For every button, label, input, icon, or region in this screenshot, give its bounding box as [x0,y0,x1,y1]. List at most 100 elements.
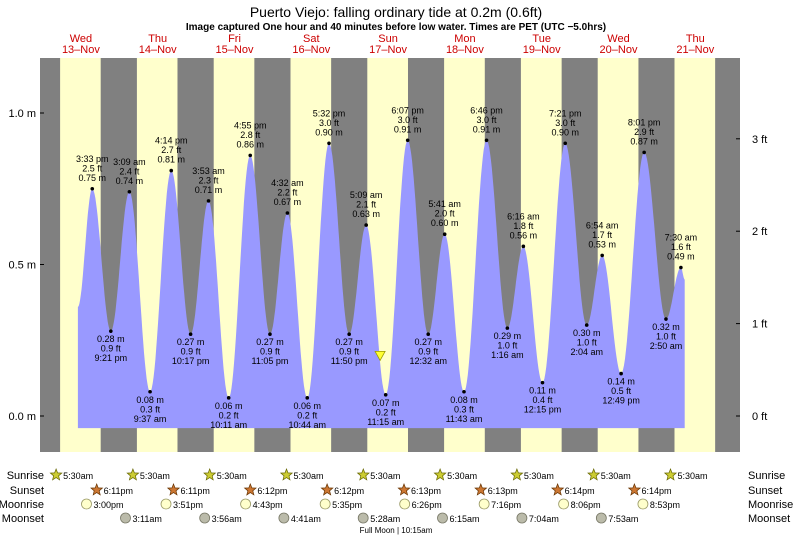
day-name: Wed [70,33,92,45]
right-axis-feet: 0 ft 1 ft 2 ft 3 ft [736,134,767,423]
low-tide-label: 0.2 ft [219,410,240,420]
right-axis-tick-label: 2 ft [752,226,767,238]
low-tide-label: 0.5 ft [611,386,632,396]
sunset-time: 6:11pm [104,486,133,496]
right-axis-tick-label: 0 ft [752,411,767,423]
high-tide-label: 7:30 am [665,233,698,243]
low-tide-label: 0.2 ft [376,407,397,417]
sun-star-icon [243,483,257,496]
high-tide-label: 0.90 m [315,127,343,137]
high-tide-point [248,153,253,158]
high-tide-label: 0.63 m [352,209,380,219]
high-tide-label: 3.0 ft [555,118,576,128]
low-tide-point [619,371,623,376]
sun-star-icon [510,468,524,481]
moonrise-icon [240,498,251,510]
high-tide-label: 1.6 ft [671,242,692,252]
tide-extreme-labels: 3:33 pm2.5 ft0.75 m0.28 m0.9 ft9:21 pm3:… [76,105,697,430]
low-tide-label: 9:37 am [134,414,167,424]
high-tide-point [484,138,489,143]
high-tide-label: 6:46 pm [470,105,503,115]
high-tide-label: 0.86 m [236,139,264,149]
high-tide-label: 4:14 pm [155,136,188,146]
low-tide-point [188,332,193,336]
high-tide-label: 0.87 m [630,136,658,146]
high-tide-point [563,141,568,146]
low-tide-label: 0.14 m [607,377,635,387]
day-name: Sun [378,33,398,45]
low-tide-label: 0.29 m [494,331,522,341]
moonset-time: 3:56am [212,514,242,524]
high-tide-label: 2.1 ft [356,200,377,210]
high-tide-label: 2.3 ft [199,175,220,185]
day-date: 20–Nov [600,44,638,56]
left-axis-tick-label: 0.5 m [8,260,36,272]
low-tide-label: 1.0 ft [497,341,518,351]
high-tide-label: 5:41 am [428,199,461,209]
low-tide-label: 0.4 ft [532,395,553,405]
low-tide-point [268,332,272,336]
high-tide-point [127,189,132,194]
moonrise-icon [399,498,411,510]
sunset-time: 6:14pm [565,486,595,496]
low-tide-label: 10:17 pm [172,356,210,366]
low-tide-label: 11:43 am [446,414,483,424]
high-tide-label: 3:33 pm [76,154,109,164]
moonset-time: 7:04am [529,514,559,524]
low-tide-label: 10:11 am [210,420,247,430]
day-name: Tue [532,33,551,45]
sun-star-icon [433,468,447,481]
high-tide-label: 4:55 pm [234,120,267,130]
sun-star-icon [550,483,565,496]
sunset-time: 6:11pm [180,486,209,496]
sunrise-time: 5:30am [63,471,93,481]
sunrise-row-label-right: Sunrise [748,470,785,482]
high-tide-label: 0.74 m [116,176,144,186]
sun-star-icon [356,468,370,481]
sunset-row-label: Sunset [10,485,44,497]
moonset-time: 7:53am [608,514,638,524]
day-labels: Wed13–NovThu14–NovFri15–NovSat16–NovSun1… [62,33,715,56]
high-tide-label: 7:21 pm [549,108,582,118]
high-tide-label: 2.2 ft [277,187,298,197]
low-tide-label: 0.06 m [215,401,243,411]
day-date: 17–Nov [369,44,407,56]
day-date: 14–Nov [139,44,177,56]
low-tide-label: 9:21 pm [95,353,128,363]
high-tide-label: 0.49 m [667,252,695,262]
sunrise-time: 5:30am [217,471,247,481]
moonrise-icon [160,498,172,510]
moonset-icon [357,512,369,524]
sunrise-time: 5:30am [370,471,400,481]
moonrise-time: 3:51pm [173,500,203,510]
low-tide-point [305,396,310,400]
high-tide-label: 2.8 ft [240,130,261,140]
sun-star-icon [279,468,294,481]
high-tide-label: 6:16 am [507,211,540,221]
day-date: 19–Nov [523,44,561,56]
high-tide-label: 0.75 m [79,173,107,183]
sunrise-time: 5:30am [447,471,477,481]
moonset-icon [278,512,290,524]
moonset-icon [199,512,211,524]
sunrise-time: 5:30am [294,471,324,481]
day-name: Thu [686,33,705,45]
day-date: 21–Nov [676,44,714,56]
moonset-icon [120,512,131,524]
high-tide-point [642,150,646,155]
moonset-row-label-right: Moonset [748,513,790,525]
moonset-icon [516,512,528,524]
moonrise-time: 6:26pm [412,500,442,510]
high-tide-point [364,223,368,227]
sunset-time: 6:12pm [257,486,287,496]
sun-star-icon [90,483,104,496]
high-tide-label: 8:01 pm [628,117,661,127]
high-tide-label: 5:09 am [350,190,383,200]
sunrise-time: 5:30am [140,471,170,481]
chart-title: Puerto Viejo: falling ordinary tide at 0… [250,4,542,20]
low-tide-point [148,389,152,394]
sunrise-time: 5:30am [601,471,631,481]
high-tide-point [327,141,331,146]
chart-subtitle: Image captured One hour and 40 minutes b… [186,22,606,33]
